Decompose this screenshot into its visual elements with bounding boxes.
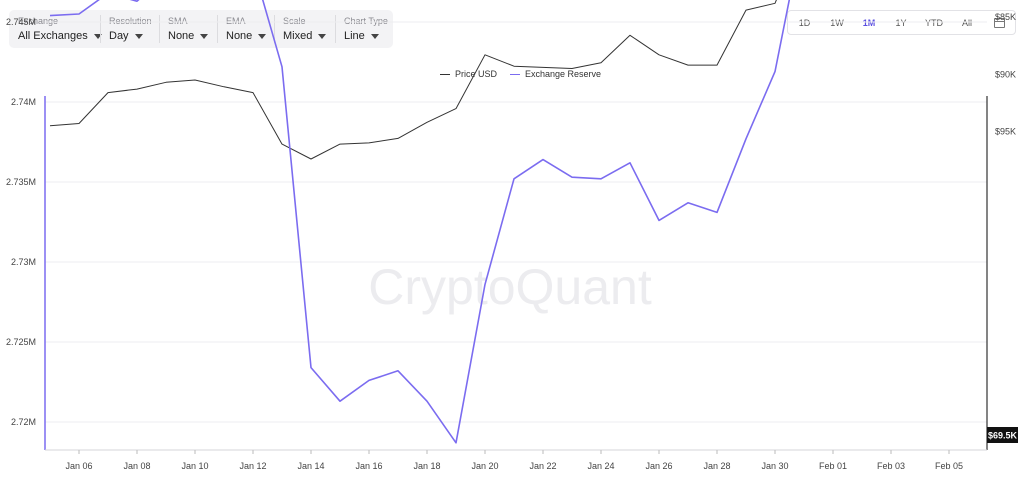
y-left-tick-label: 2.74M (11, 97, 36, 107)
y-left-tick-label: 2.725M (6, 337, 36, 347)
y-left-tick-label: 2.735M (6, 177, 36, 187)
scale-label: Scale (283, 16, 306, 26)
chart-type-value: Line (344, 30, 365, 42)
current-price-tag (987, 427, 1018, 443)
sma-label: SMA (168, 16, 188, 26)
series-line-exchange-reserve (49, 0, 791, 444)
x-tick-label: Jan 16 (355, 461, 382, 471)
x-tick-label: Jan 12 (239, 461, 266, 471)
y-right-tick-label: $85K (995, 12, 1016, 22)
y-left-tick-label: 2.73M (11, 257, 36, 267)
calendar-icon (993, 17, 1005, 28)
ema-label: EMA (226, 16, 246, 26)
chevron-down-icon (200, 33, 209, 39)
y-right-tick-label: $95K (995, 127, 1016, 137)
current-price-label: $69.5K (988, 431, 1018, 441)
x-tick-label: Feb 03 (877, 461, 905, 471)
chevron-down-icon (258, 33, 267, 39)
x-tick-label: Jan 08 (123, 461, 150, 471)
y-left-tick-label: 2.745M (6, 17, 36, 27)
x-tick-label: Jan 22 (529, 461, 556, 471)
x-tick-label: Jan 14 (297, 461, 324, 471)
exchange-select[interactable]: Exchange All Exchanges (9, 10, 102, 48)
x-tick-label: Jan 28 (703, 461, 730, 471)
x-tick-label: Feb 01 (819, 461, 847, 471)
legend-swatch-reserve (510, 73, 521, 75)
x-tick-label: Jan 10 (181, 461, 208, 471)
y-right-tick-label: $90K (995, 69, 1016, 79)
ema-select[interactable]: EMA None (217, 10, 274, 48)
chevron-down-icon (93, 33, 102, 39)
resolution-label: Resolution (109, 16, 152, 26)
resolution-value: Day (109, 30, 129, 42)
x-tick-label: Jan 26 (645, 461, 672, 471)
legend-label-price: Price USD (455, 69, 498, 79)
x-tick-label: Jan 18 (413, 461, 440, 471)
legend-swatch-price (440, 73, 450, 75)
x-tick-label: Jan 20 (471, 461, 498, 471)
grid-lines (45, 21, 987, 423)
watermark: CryptoQuant (368, 259, 652, 315)
chart-type-label: Chart Type (344, 16, 388, 26)
y-left-tick-label: 2.72M (11, 417, 36, 427)
chart-settings-toolbar: Exchange All Exchanges Resolution Day SM… (9, 10, 393, 48)
legend-label-reserve: Exchange Reserve (525, 69, 602, 79)
x-tick-label: Feb 05 (935, 461, 963, 471)
chart-type-select[interactable]: Chart Type Line (335, 10, 393, 48)
calendar-button[interactable] (983, 11, 1015, 34)
sma-value: None (168, 30, 195, 42)
exchange-label: Exchange (18, 16, 59, 26)
chevron-down-icon (370, 33, 379, 39)
legend-item-reserve[interactable]: Exchange Reserve (510, 69, 601, 79)
legend-item-price[interactable]: Price USD (440, 69, 497, 79)
resolution-select[interactable]: Resolution Day (100, 10, 159, 48)
value-tags: 2.754M$69.5K (987, 427, 1018, 443)
chevron-down-icon (318, 33, 327, 39)
sma-select[interactable]: SMA None (159, 10, 217, 48)
x-tick-label: Jan 24 (587, 461, 614, 471)
chart-axes (44, 96, 988, 454)
x-tick-label: Jan 06 (65, 461, 92, 471)
series-line-price (49, 0, 777, 160)
series-lines (49, 0, 791, 444)
exchange-value: All Exchanges (18, 30, 88, 42)
scale-select[interactable]: Scale Mixed (274, 10, 335, 48)
axis-labels: 2.72M2.725M2.73M2.735M2.74M2.745M2.75M2.… (6, 12, 1016, 471)
ema-value: None (226, 30, 253, 42)
x-tick-label: Jan 30 (761, 461, 788, 471)
chart-legend: Price USD Exchange Reserve (440, 69, 614, 79)
scale-value: Mixed (283, 30, 313, 42)
chevron-down-icon (134, 33, 143, 39)
